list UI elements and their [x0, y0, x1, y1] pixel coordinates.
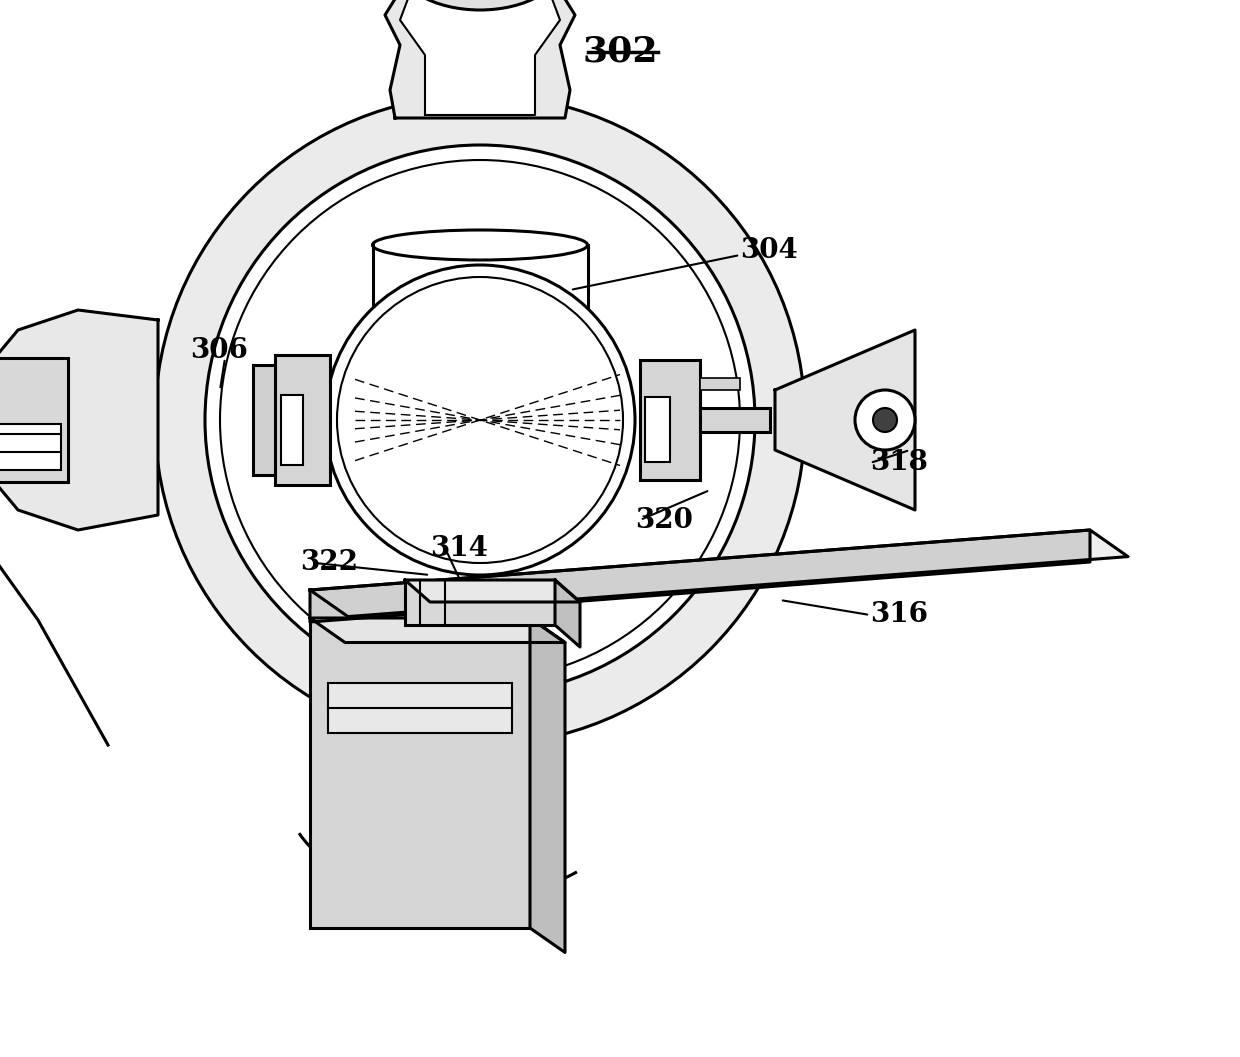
Bar — [0, 358, 68, 482]
Polygon shape — [310, 618, 565, 643]
Text: 314: 314 — [430, 535, 487, 561]
Polygon shape — [310, 530, 1090, 622]
Polygon shape — [401, 0, 560, 115]
Bar — [701, 408, 770, 432]
Bar — [701, 378, 740, 390]
Bar — [310, 618, 529, 928]
Text: 316: 316 — [870, 601, 928, 629]
Polygon shape — [405, 580, 580, 602]
Bar — [405, 580, 556, 625]
Ellipse shape — [365, 397, 595, 432]
Ellipse shape — [372, 230, 588, 260]
Bar — [645, 397, 670, 462]
Polygon shape — [775, 330, 915, 509]
Text: 304: 304 — [740, 237, 797, 263]
Bar — [275, 355, 330, 485]
Bar — [281, 395, 303, 465]
Bar — [640, 360, 701, 480]
Bar — [329, 683, 512, 733]
Ellipse shape — [372, 300, 588, 330]
Circle shape — [325, 265, 635, 575]
Polygon shape — [556, 580, 580, 647]
Text: 320: 320 — [635, 506, 693, 534]
Text: 306: 306 — [190, 336, 248, 364]
Circle shape — [873, 408, 897, 432]
Polygon shape — [0, 310, 157, 530]
Text: 302: 302 — [583, 35, 657, 69]
Bar — [0, 424, 61, 470]
Polygon shape — [529, 618, 565, 952]
Circle shape — [205, 145, 755, 696]
Text: 322: 322 — [300, 550, 358, 576]
Bar — [253, 365, 275, 475]
Polygon shape — [384, 0, 575, 118]
Text: 318: 318 — [870, 449, 928, 477]
Polygon shape — [310, 530, 1128, 616]
Ellipse shape — [396, 0, 565, 10]
Ellipse shape — [365, 317, 595, 352]
Circle shape — [155, 95, 805, 745]
Circle shape — [856, 390, 915, 450]
